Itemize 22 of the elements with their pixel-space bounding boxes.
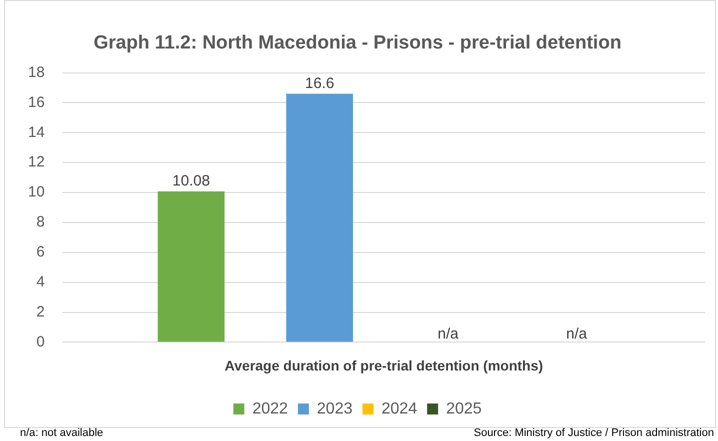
y-tick-label: 18 [28, 64, 45, 81]
text: n/a [566, 325, 587, 342]
legend-label: 2022 [252, 400, 288, 418]
y-tick-label: 6 [36, 244, 45, 261]
y-tick-label: 4 [36, 273, 45, 290]
source-note: Source: Ministry of Justice / Prison administration [474, 427, 714, 440]
x-tick-label: Average duration of pre-trial detention (months) [224, 357, 544, 374]
legend-label: 2023 [316, 400, 353, 418]
data-label: 10.08 [172, 172, 210, 190]
y-tick-label: 2 [36, 303, 45, 320]
legend-label: 2024 [382, 400, 418, 418]
y-tick-label: 8 [36, 214, 45, 231]
y-tick-label: 12 [28, 154, 45, 171]
y-tick-label: 14 [28, 124, 45, 141]
y-tick-label: 16 [28, 94, 45, 111]
y-tick-label: 10 [28, 184, 45, 201]
chart-title: Graph 11.2: North Macedonia - Prisons - pre-trial detention [94, 32, 622, 54]
text: n/a [438, 325, 459, 342]
text: n/a: not available [20, 427, 104, 440]
y-tick-label: 0 [36, 333, 45, 350]
legend-label: 2025 [446, 400, 482, 418]
data-label: 16.6 [305, 74, 334, 92]
